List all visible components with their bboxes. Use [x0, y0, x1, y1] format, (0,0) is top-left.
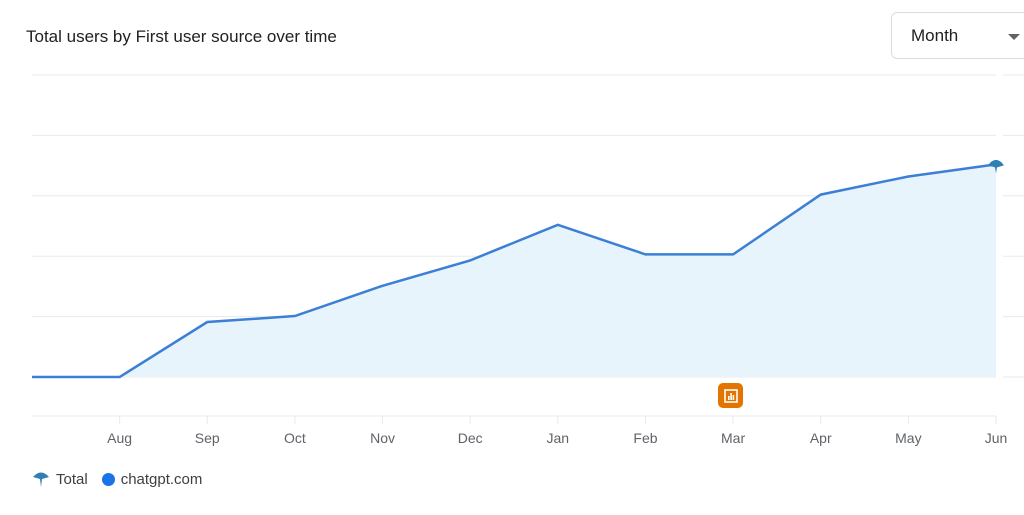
x-tick-label: Jun — [985, 430, 1008, 446]
total-marker — [988, 159, 1004, 174]
x-tick-label: Jan — [547, 430, 570, 446]
x-tick-label: Sep — [195, 430, 220, 446]
x-tick-label: May — [895, 430, 921, 446]
chart-title: Total users by First user source over ti… — [26, 27, 337, 46]
legend-total[interactable]: Total — [56, 470, 88, 488]
x-tick-label: Mar — [721, 430, 745, 446]
x-tick-label: Nov — [370, 430, 395, 446]
x-tick-label: Aug — [107, 430, 132, 446]
period-dropdown[interactable]: Month — [891, 12, 1024, 59]
x-tick-label: Dec — [458, 430, 483, 446]
total-marker-icon — [33, 472, 49, 487]
series-line — [32, 163, 997, 379]
x-tick-label: Oct — [284, 430, 306, 446]
x-tick-label: Apr — [810, 430, 832, 446]
legend: Total chatgpt.com — [32, 470, 216, 488]
x-tick-label: Feb — [633, 430, 657, 446]
series-area — [32, 164, 996, 377]
legend-chatgpt[interactable]: chatgpt.com — [120, 470, 203, 488]
chart: Aug Sep Oct Nov Dec Jan Feb Mar Apr May Jun — [31, 74, 1024, 446]
chevron-down-icon — [1008, 34, 1020, 40]
annotation-chart-icon[interactable] — [718, 383, 743, 408]
period-value: Month — [911, 25, 959, 45]
chatgpt-dot-icon — [101, 472, 115, 486]
